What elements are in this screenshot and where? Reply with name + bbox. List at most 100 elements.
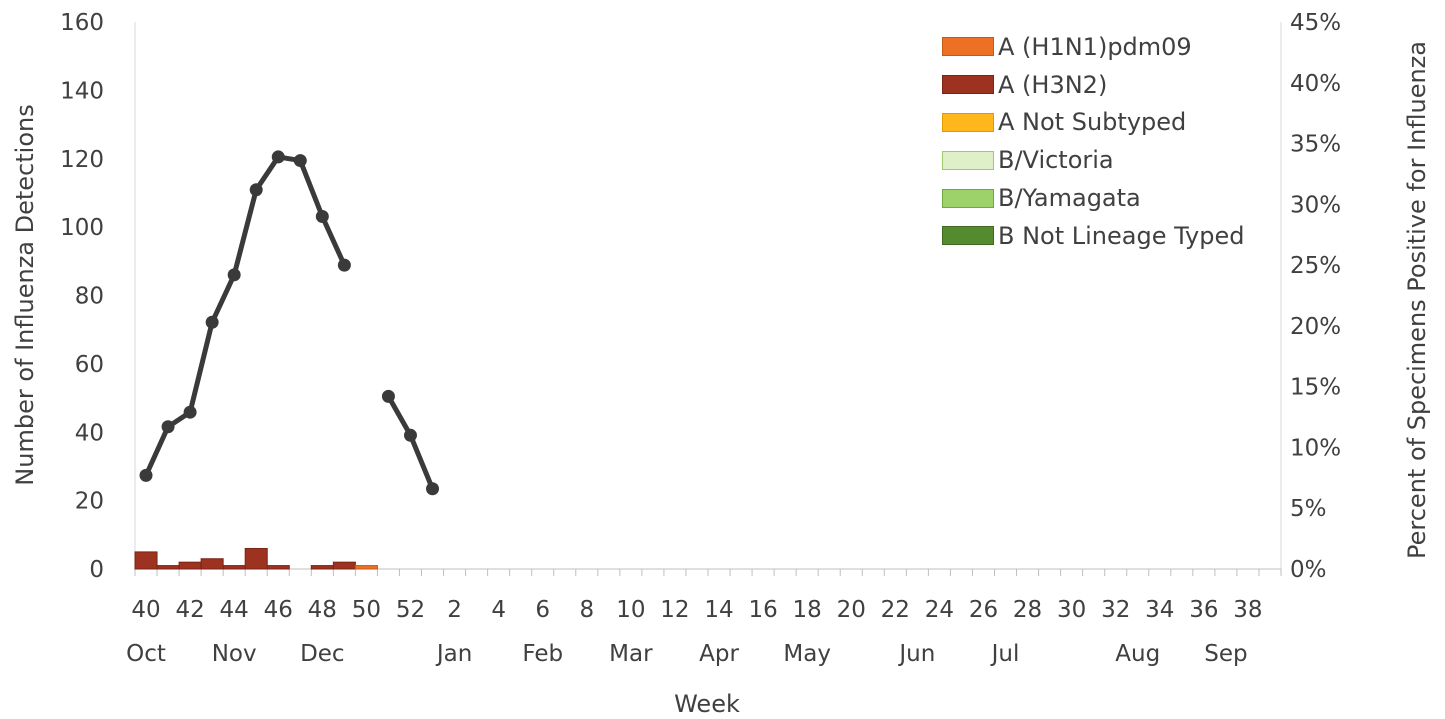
bar-a-h1n1-pdm09 <box>354 565 378 570</box>
x-tick-label: 16 <box>748 597 777 623</box>
bar-a-h3n2 <box>134 551 158 570</box>
y-tick-label: 0 <box>89 557 104 583</box>
bar-a-h3n2 <box>222 565 246 570</box>
percent-point <box>271 150 285 164</box>
x-tick-label: 50 <box>352 597 381 623</box>
percent-point <box>403 428 417 442</box>
percent-positive-line <box>139 150 440 496</box>
y2-tick-label: 45% <box>1290 10 1341 36</box>
legend-item: B/Yamagata <box>942 179 1244 217</box>
month-label: Jan <box>435 641 472 667</box>
legend-swatch <box>942 75 994 95</box>
month-label: Feb <box>522 641 563 667</box>
bar-a-h3n2 <box>310 565 334 570</box>
legend-label: B/Victoria <box>998 146 1114 175</box>
percent-point <box>183 405 197 419</box>
y-tick-label: 40 <box>75 420 104 446</box>
y-tick-label: 140 <box>60 78 104 104</box>
percent-point <box>315 209 329 223</box>
percent-point <box>205 315 219 329</box>
legend-swatch <box>942 37 994 57</box>
y2-tick-label: 35% <box>1290 132 1341 158</box>
x-axis-title: Week <box>674 690 740 718</box>
legend-swatch <box>942 226 994 246</box>
y2-tick-label: 20% <box>1290 314 1341 340</box>
x-tick-label: 24 <box>925 597 954 623</box>
month-label: Apr <box>699 641 739 667</box>
month-label: Jul <box>990 641 1020 667</box>
y-tick-label: 160 <box>60 10 104 36</box>
legend-label: A Not Subtyped <box>998 108 1187 137</box>
legend-label: B Not Lineage Typed <box>998 221 1245 250</box>
month-label: Oct <box>126 641 166 667</box>
bar-a-h3n2 <box>266 565 290 570</box>
x-tick-label: 2 <box>447 597 462 623</box>
percent-point <box>139 468 153 482</box>
y2-tick-label: 30% <box>1290 192 1341 218</box>
x-tick-label: 36 <box>1189 597 1218 623</box>
x-tick-label: 38 <box>1233 597 1262 623</box>
percent-line-segment <box>385 393 436 492</box>
legend-item: B Not Lineage Typed <box>942 217 1244 255</box>
month-label: Dec <box>300 641 345 667</box>
month-label: Jun <box>897 641 935 667</box>
percent-point <box>227 268 241 282</box>
x-tick-label: 20 <box>837 597 866 623</box>
x-tick-label: 28 <box>1013 597 1042 623</box>
x-tick-label: 34 <box>1145 597 1174 623</box>
x-tick-label: 14 <box>704 597 733 623</box>
y-tick-label: 80 <box>75 284 104 310</box>
y-tick-label: 120 <box>60 147 104 173</box>
percent-point <box>249 183 263 197</box>
x-tick-label: 42 <box>175 597 204 623</box>
y-axis-title: Number of Influenza Detections <box>11 104 39 485</box>
bar-a-h3n2 <box>156 565 180 570</box>
x-tick-label: 46 <box>264 597 293 623</box>
x-tick-label: 30 <box>1057 597 1086 623</box>
month-label: Aug <box>1115 641 1160 667</box>
x-tick-label: 26 <box>969 597 998 623</box>
x-tick-label: 40 <box>131 597 160 623</box>
legend-label: B/Yamagata <box>998 184 1141 213</box>
legend-swatch <box>942 188 994 208</box>
month-label: May <box>783 641 831 667</box>
x-tick-label: 4 <box>491 597 506 623</box>
month-label: Mar <box>609 641 653 667</box>
percent-point <box>161 420 175 434</box>
tick-labels: 0 20 40 60 80 100 120 140 160 0% 5% 10% 15% 20% 25% 30%… <box>60 10 1341 667</box>
percent-point <box>426 482 440 496</box>
percent-point <box>337 258 351 272</box>
month-label: Sep <box>1204 641 1247 667</box>
x-tick-label: 10 <box>616 597 645 623</box>
legend-label: A (H1N1)pdm09 <box>998 32 1192 61</box>
x-tick-label: 18 <box>793 597 822 623</box>
x-tick-label: 52 <box>396 597 425 623</box>
y2-tick-label: 10% <box>1290 435 1341 461</box>
legend-label: A (H3N2) <box>998 70 1108 99</box>
bars <box>134 547 378 570</box>
y-tick-label: 20 <box>75 489 104 515</box>
x-tick-label: 22 <box>881 597 910 623</box>
y-tick-label: 100 <box>60 215 104 241</box>
bar-a-h3n2 <box>200 558 224 570</box>
y2-tick-label: 5% <box>1290 496 1327 522</box>
legend-item: A (H3N2) <box>942 66 1244 104</box>
y2-tick-label: 25% <box>1290 253 1341 279</box>
legend: A (H1N1)pdm09 A (H3N2) A Not Subtyped B/Vic… <box>942 28 1244 255</box>
x-tick-label: 32 <box>1101 597 1130 623</box>
percent-point <box>293 154 307 168</box>
y2-tick-label: 15% <box>1290 375 1341 401</box>
y-tick-label: 60 <box>75 352 104 378</box>
x-tick-label: 8 <box>579 597 594 623</box>
percent-point <box>381 389 395 403</box>
legend-item: B/Victoria <box>942 141 1244 179</box>
month-label: Nov <box>212 641 257 667</box>
bar-a-h3n2 <box>332 561 356 570</box>
y2-tick-label: 40% <box>1290 71 1341 97</box>
x-tick-label: 12 <box>660 597 689 623</box>
y2-axis-title: Percent of Specimens Positive for Influe… <box>1403 41 1431 559</box>
legend-item: A (H1N1)pdm09 <box>942 28 1244 66</box>
y2-tick-label: 0% <box>1290 557 1327 583</box>
percent-line-segment <box>143 154 347 478</box>
x-tick-label: 44 <box>220 597 249 623</box>
